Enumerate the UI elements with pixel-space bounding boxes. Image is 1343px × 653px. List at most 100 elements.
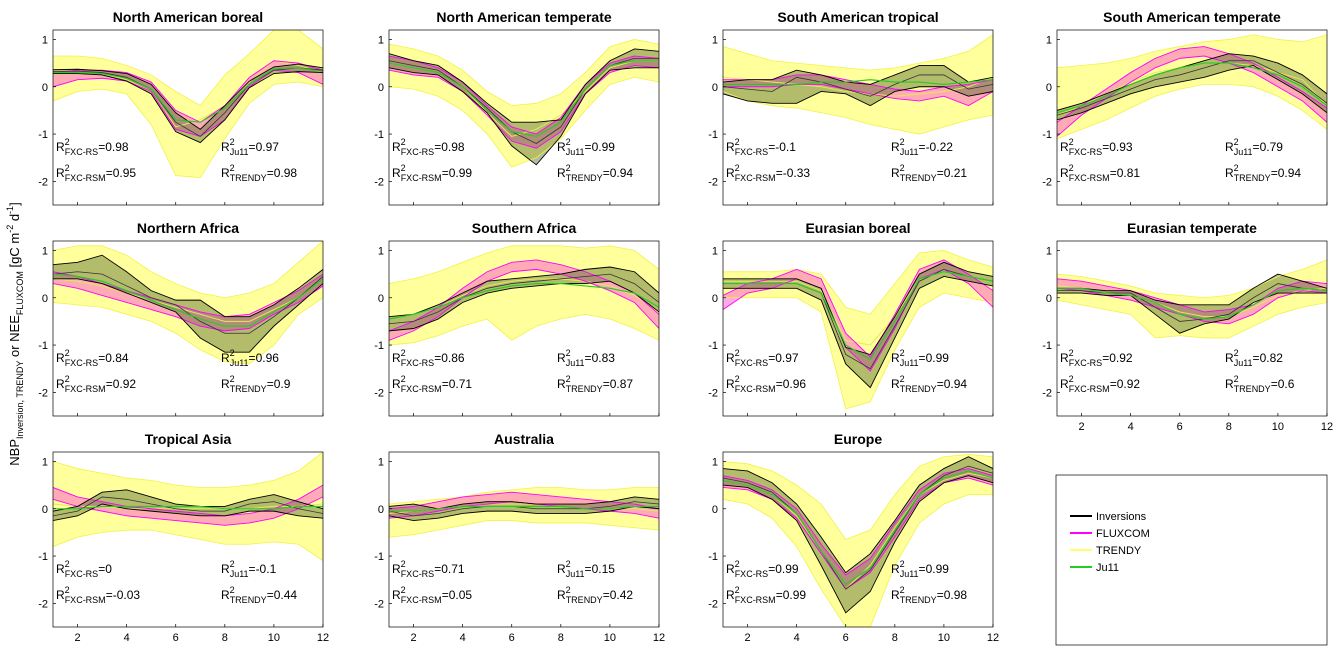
panel-title: Europe [834,431,882,447]
panel-title: North American temperate [436,9,612,25]
line-fluxcom-max [53,484,323,517]
line-fluxcom-max [389,491,659,510]
line-inversions [723,74,993,97]
y-tick-label: -1 [374,129,384,141]
line-inversions-min [389,67,659,166]
band-trendy [1057,259,1327,338]
line-trendy-min [53,297,323,365]
y-tick-label: 1 [42,34,48,46]
panel-2: South American tropical 1 0 -1 -2 R2 FXC-RS=-0… [708,9,994,206]
line-trendy-max [723,453,993,540]
line-trendy-min [389,520,659,538]
plot-area [53,30,323,178]
band-fluxcom [389,492,659,519]
band-inversions [1057,53,1327,120]
x-tick-label: 4 [124,632,130,644]
r2-fxc-rsm: R2 FXC-RSM=0.99 [392,163,472,183]
r2-ju11: R2 Ju11=0.82 [1225,348,1283,368]
line-inversions-max [389,266,659,318]
line-ju11 [53,505,323,510]
band-trendy [53,30,323,178]
line-ju11 [1057,62,1327,114]
line-inversions [53,271,323,334]
line-inversions [389,273,659,325]
x-tick-label: 8 [558,632,564,644]
line-inversions-min [53,278,323,353]
y-tick-label: 1 [712,456,718,468]
x-tick-label: 6 [1177,421,1183,433]
r2-trendy: R2 TRENDY=0.98 [891,585,967,605]
panel-title: Southern Africa [472,220,577,236]
legend-label-trendy: TRENDY [1096,545,1142,557]
x-tick-label: 6 [173,632,179,644]
y-tick-label: 0 [1046,82,1052,94]
x-tick-label: 10 [268,632,280,644]
y-tick-label: -2 [374,387,384,399]
y-tick-label: -1 [38,340,48,352]
y-tick-label: 1 [378,34,384,46]
line-inversions-max [723,65,993,85]
line-fluxcom-min [389,268,659,341]
y-tick-label: -2 [38,598,48,610]
y-tick-label: -1 [38,551,48,563]
axes-frame [388,240,660,417]
x-tick-label: 6 [509,632,515,644]
r2-fxc-rs: R2 FXC-RS=0.98 [392,137,465,157]
y-tick-label: -2 [1042,387,1052,399]
legend-label-ju11: Ju11 [1096,562,1119,574]
band-fluxcom [723,259,993,372]
band-fluxcom [1057,278,1327,324]
x-tick-label: 2 [74,632,80,644]
axes-frame [722,451,994,628]
y-tick-label: 1 [712,245,718,257]
r2-fxc-rsm: R2 FXC-RSM=0.71 [392,374,472,394]
band-fluxcom [723,74,993,106]
line-fluxcom-max [389,55,659,135]
line-ju11 [723,470,993,586]
y-tick-label: 1 [42,456,48,468]
r2-fxc-rsm: R2 FXC-RSM=-0.03 [56,585,140,605]
r2-fxc-rs: R2 FXC-RS=0 [56,559,112,579]
band-trendy [53,241,323,364]
axes-frame [52,240,324,417]
y-tick-label: 0 [378,504,384,516]
r2-fxc-rs: R2 FXC-RS=0.92 [1060,348,1133,368]
line-inversions-max [53,489,323,512]
x-tick-label: 6 [843,632,849,644]
axes-frame [1056,240,1328,417]
y-tick-label: 0 [378,293,384,305]
line-trendy-max [53,30,323,107]
plot-area [723,250,993,410]
band-trendy [1057,34,1327,139]
panel-title: South American tropical [777,9,938,25]
r2-fxc-rs: R2 FXC-RS=0.97 [726,348,799,368]
line-ju11 [723,79,993,85]
line-trendy-min [1057,83,1327,140]
y-tick-label: -1 [374,551,384,563]
line-fluxcom-min [1057,55,1327,137]
plot-area [53,452,323,562]
r2-trendy: R2 TRENDY=0.87 [557,374,633,394]
line-trendy-min [53,81,323,178]
y-tick-label: 1 [378,456,384,468]
line-trendy-max [723,250,993,315]
line-trendy-max [723,34,993,71]
line-trendy-max [1057,34,1327,69]
r2-fxc-rsm: R2 FXC-RSM=0.95 [56,163,136,183]
r2-trendy: R2 TRENDY=0.9 [221,374,291,394]
line-fluxcom-min [723,268,993,372]
y-tick-label: 0 [378,82,384,94]
y-tick-label: -2 [38,176,48,188]
y-tick-label: -2 [708,598,718,610]
y-tick-label: 0 [1046,293,1052,305]
line-ju11 [389,60,659,137]
r2-fxc-rsm: R2 FXC-RSM=0.92 [1060,374,1140,394]
plot-area [53,241,323,365]
band-inversions [53,489,323,521]
line-trendy-max [389,39,659,107]
line-inversions-min [53,71,323,144]
axes-frame [722,29,994,206]
line-trendy-max [53,452,323,488]
